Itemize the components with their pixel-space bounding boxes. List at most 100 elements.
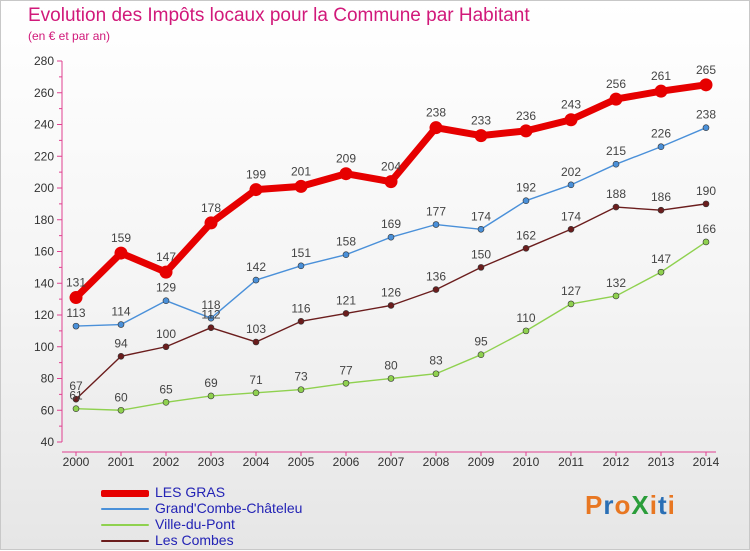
data-point [339,167,353,181]
data-label: 201 [291,164,311,178]
data-label: 116 [291,301,310,315]
data-point [567,225,575,233]
data-label: 265 [696,63,716,77]
data-point [564,113,578,127]
data-label: 190 [696,184,716,198]
data-label: 261 [651,69,671,83]
y-tick-label: 180 [34,213,54,227]
x-tick-label: 2001 [108,455,135,469]
data-label: 174 [471,209,491,223]
chart-subtitle: (en € et par an) [28,29,111,43]
x-tick-label: 2004 [243,455,270,469]
data-label: 174 [561,209,581,223]
legend-swatch [101,508,149,510]
data-label: 136 [426,270,446,284]
data-label: 80 [384,359,398,373]
data-label: 178 [201,201,221,215]
data-point [567,181,575,189]
data-point [432,370,440,378]
x-tick-label: 2012 [603,455,630,469]
data-label: 77 [339,363,353,377]
legend-swatch [101,540,149,542]
logo-letter: P [585,490,604,520]
legend-item: Ville-du-Pont [101,516,401,533]
logo-letter: r [603,490,615,520]
y-tick-label: 60 [41,403,55,417]
data-label: 147 [651,252,671,266]
y-tick-label: 200 [34,181,54,195]
data-point [249,183,263,197]
data-point [612,203,620,211]
data-label: 132 [606,276,626,290]
data-label: 129 [156,281,176,295]
x-tick-label: 2000 [63,455,90,469]
y-tick-label: 220 [34,149,54,163]
legend-item: Les Combes [101,532,401,549]
x-tick-label: 2007 [378,455,405,469]
data-label: 118 [201,298,220,312]
data-point [612,160,620,168]
legend-label: Les Combes [155,532,234,548]
data-point [702,238,710,246]
data-label: 65 [159,382,173,396]
data-label: 61 [69,389,83,403]
data-point [207,324,215,332]
data-label: 114 [111,305,130,319]
data-point [432,221,440,228]
data-point [204,216,218,230]
data-point [342,379,350,387]
proxiti-logo: ProXiti [585,490,676,521]
y-tick-label: 40 [41,435,55,449]
y-tick-label: 260 [34,86,54,100]
logo-letter: t [657,490,668,520]
data-point [384,175,398,189]
legend-label: LES GRAS [155,484,226,500]
data-point [519,124,533,138]
data-point [72,405,80,412]
data-label: 158 [336,235,356,249]
y-tick-label: 240 [34,118,54,132]
data-label: 209 [336,152,356,166]
data-labels: 67 94 100 112 103 116 121 126 136 150 162 174 188 186… [66,63,716,404]
data-label: 121 [336,293,356,307]
data-point [657,143,665,151]
series-lines [69,78,713,414]
data-point [252,389,260,397]
data-label: 127 [561,284,581,298]
legend: LES GRAS Grand'Combe-Châteleu Ville-du-Pon… [101,484,401,549]
data-point [522,327,530,335]
data-label: 238 [696,108,716,122]
y-tick-label: 160 [34,245,54,259]
data-label: 192 [516,181,536,195]
data-label: 103 [246,322,266,336]
x-tick-label: 2014 [693,455,720,469]
data-label: 243 [561,98,581,112]
x-tick-label: 2009 [468,455,495,469]
data-label: 159 [111,231,131,245]
data-point [69,291,83,305]
data-label: 83 [429,354,443,368]
data-label: 60 [114,390,128,404]
legend-swatch [101,524,149,526]
data-point [117,352,125,360]
data-point [522,197,530,204]
data-label: 67 [69,379,83,393]
logo-letter: X [631,490,650,520]
data-label: 204 [381,160,401,174]
x-tick-label: 2002 [153,455,180,469]
y-tick-label: 120 [34,308,54,322]
y-tick-label: 100 [34,340,54,354]
axes: 40 60 80 100 120 140 160 180 200 220 240 260 280 2000… [34,54,720,469]
data-label: 71 [249,373,263,387]
legend-swatch [101,490,149,497]
data-point [612,292,620,300]
data-point [162,399,170,406]
x-tick-label: 2008 [423,455,450,469]
data-label: 169 [381,217,401,231]
data-point [699,78,713,92]
data-label: 177 [426,205,446,219]
data-label: 142 [246,260,266,274]
data-point [567,300,575,308]
data-point [342,251,350,258]
legend-item: LES GRAS [101,484,401,501]
